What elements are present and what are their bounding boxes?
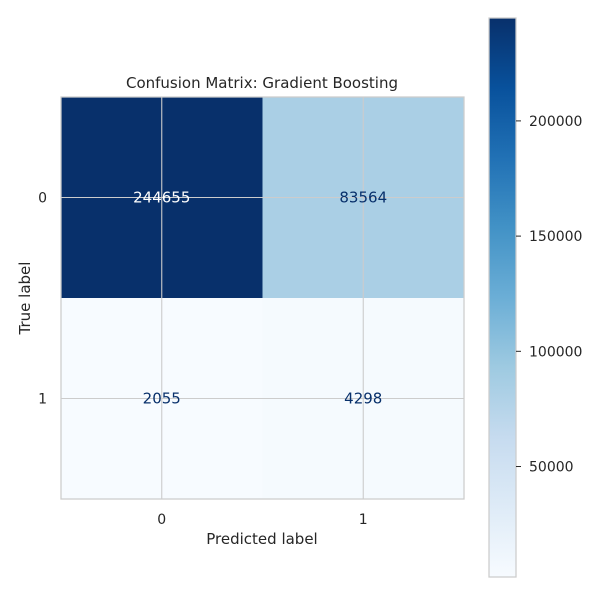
colorbar-tick-label-0: 50000 (529, 460, 574, 476)
colorbar-ticks: 50000 100000 150000 200000 (516, 114, 582, 476)
cell-label-0-1: 83564 (339, 189, 387, 207)
colorbar (488, 17, 517, 578)
heatmap-cells (61, 97, 464, 499)
colorbar-tick-label-1: 100000 (529, 344, 582, 360)
grid-lines (61, 97, 464, 499)
x-tick-label-0: 0 (157, 512, 166, 528)
y-tick-label-0: 0 (38, 191, 47, 207)
plot-frame (60, 96, 465, 500)
x-tick-label-1: 1 (359, 512, 368, 528)
cell-value-labels: 244655 83564 2055 4298 (133, 189, 387, 408)
chart-title: Confusion Matrix: Gradient Boosting (126, 74, 398, 92)
cell-label-0-0: 244655 (133, 189, 190, 207)
x-axis-label: Predicted label (206, 530, 317, 548)
colorbar-tick-label-3: 200000 (529, 114, 582, 130)
y-tick-label-1: 1 (38, 392, 47, 408)
cell-label-1-1: 4298 (344, 390, 382, 408)
colorbar-tick-label-2: 150000 (529, 229, 582, 245)
cell-label-1-0: 2055 (143, 390, 181, 408)
y-axis-label: True label (16, 262, 34, 336)
y-axis-ticks: 01 (38, 191, 47, 408)
